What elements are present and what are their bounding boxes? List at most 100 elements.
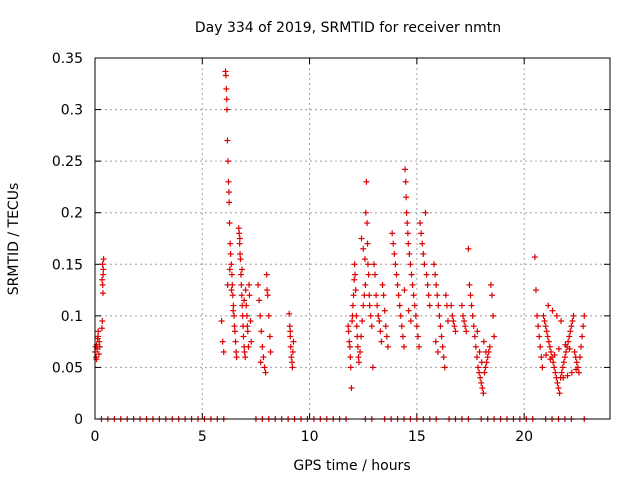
data-point-marker (474, 328, 481, 335)
data-point-marker (482, 348, 489, 355)
data-point-marker (100, 266, 107, 273)
data-point-marker (352, 271, 359, 278)
data-point-marker (233, 354, 240, 361)
data-point-marker (358, 333, 365, 340)
data-point-marker (434, 292, 441, 299)
data-point-marker (349, 302, 356, 309)
data-point-marker (423, 271, 430, 278)
y-tick-label: 0.05 (52, 360, 83, 376)
data-point-marker (360, 245, 367, 252)
data-point-marker (419, 240, 426, 247)
data-point-marker (220, 348, 227, 355)
data-point-marker (490, 312, 497, 319)
data-point-marker (486, 343, 493, 350)
data-point-marker (402, 166, 409, 173)
data-point-marker (487, 281, 494, 288)
data-point-marker (542, 323, 549, 330)
data-point-marker (472, 343, 479, 350)
data-points (92, 68, 588, 422)
data-point-marker (257, 359, 264, 366)
y-tick-label: 0.25 (52, 154, 83, 170)
data-point-marker (562, 341, 569, 348)
data-point-marker (412, 312, 419, 319)
data-point-marker (538, 354, 545, 361)
y-tick-label: 0.1 (61, 309, 83, 325)
data-point-marker (564, 372, 571, 379)
data-point-marker (228, 261, 235, 268)
data-point-marker (370, 261, 377, 268)
data-point-marker (551, 352, 558, 359)
data-point-marker (470, 323, 477, 330)
data-point-marker (99, 281, 106, 288)
data-point-marker (426, 302, 433, 309)
data-point-marker (236, 235, 243, 242)
data-point-marker (368, 323, 375, 330)
data-point-marker (228, 271, 235, 278)
data-point-marker (248, 338, 255, 345)
data-point-marker (409, 281, 416, 288)
data-point-marker (362, 281, 369, 288)
data-point-marker (549, 307, 556, 314)
data-point-marker (575, 369, 582, 376)
data-point-marker (349, 318, 356, 325)
data-point-marker (396, 302, 403, 309)
data-point-marker (541, 318, 548, 325)
data-point-marker (546, 343, 553, 350)
x-tick-label: 15 (408, 429, 426, 445)
data-point-marker (558, 369, 565, 376)
data-point-marker (392, 261, 399, 268)
data-point-marker (551, 364, 558, 371)
data-point-marker (228, 287, 235, 294)
data-point-marker (235, 225, 242, 232)
data-point-marker (287, 328, 294, 335)
data-point-marker (229, 292, 236, 299)
data-point-marker (95, 333, 102, 340)
data-point-marker (373, 292, 380, 299)
data-point-marker (580, 323, 587, 330)
data-point-marker (238, 292, 245, 299)
data-point-marker (399, 333, 406, 340)
data-point-marker (366, 302, 373, 309)
data-point-marker (236, 230, 243, 237)
data-point-marker (230, 302, 237, 309)
data-point-marker (482, 364, 489, 371)
data-point-marker (422, 209, 429, 216)
data-point-marker (540, 312, 547, 319)
data-point-marker (442, 292, 449, 299)
data-point-marker (287, 333, 294, 340)
data-point-marker (421, 261, 428, 268)
data-point-marker (377, 328, 384, 335)
data-point-marker (390, 240, 397, 247)
data-point-marker (255, 281, 262, 288)
data-point-marker (547, 348, 554, 355)
data-point-marker (556, 390, 563, 397)
data-point-marker (391, 250, 398, 257)
x-tick-label: 5 (198, 429, 207, 445)
data-point-marker (545, 338, 552, 345)
data-point-marker (383, 333, 390, 340)
data-point-marker (413, 323, 420, 330)
data-point-marker (367, 312, 374, 319)
data-point-marker (416, 343, 423, 350)
data-point-marker (100, 256, 107, 263)
data-point-marker (265, 312, 272, 319)
data-point-marker (223, 96, 230, 103)
data-point-marker (224, 281, 231, 288)
data-point-marker (290, 338, 297, 345)
data-point-marker (223, 106, 230, 113)
data-point-marker (227, 240, 234, 247)
data-point-marker (403, 194, 410, 201)
data-point-marker (488, 292, 495, 299)
data-point-marker (397, 312, 404, 319)
data-point-marker (384, 343, 391, 350)
data-point-marker (99, 318, 106, 325)
data-point-marker (378, 338, 385, 345)
data-point-marker (465, 245, 472, 252)
data-point-marker (395, 292, 402, 299)
data-point-marker (355, 359, 362, 366)
y-tick-label: 0.35 (52, 51, 83, 67)
data-point-marker (539, 364, 546, 371)
data-point-marker (233, 348, 240, 355)
data-point-marker (491, 333, 498, 340)
data-point-marker (471, 333, 478, 340)
